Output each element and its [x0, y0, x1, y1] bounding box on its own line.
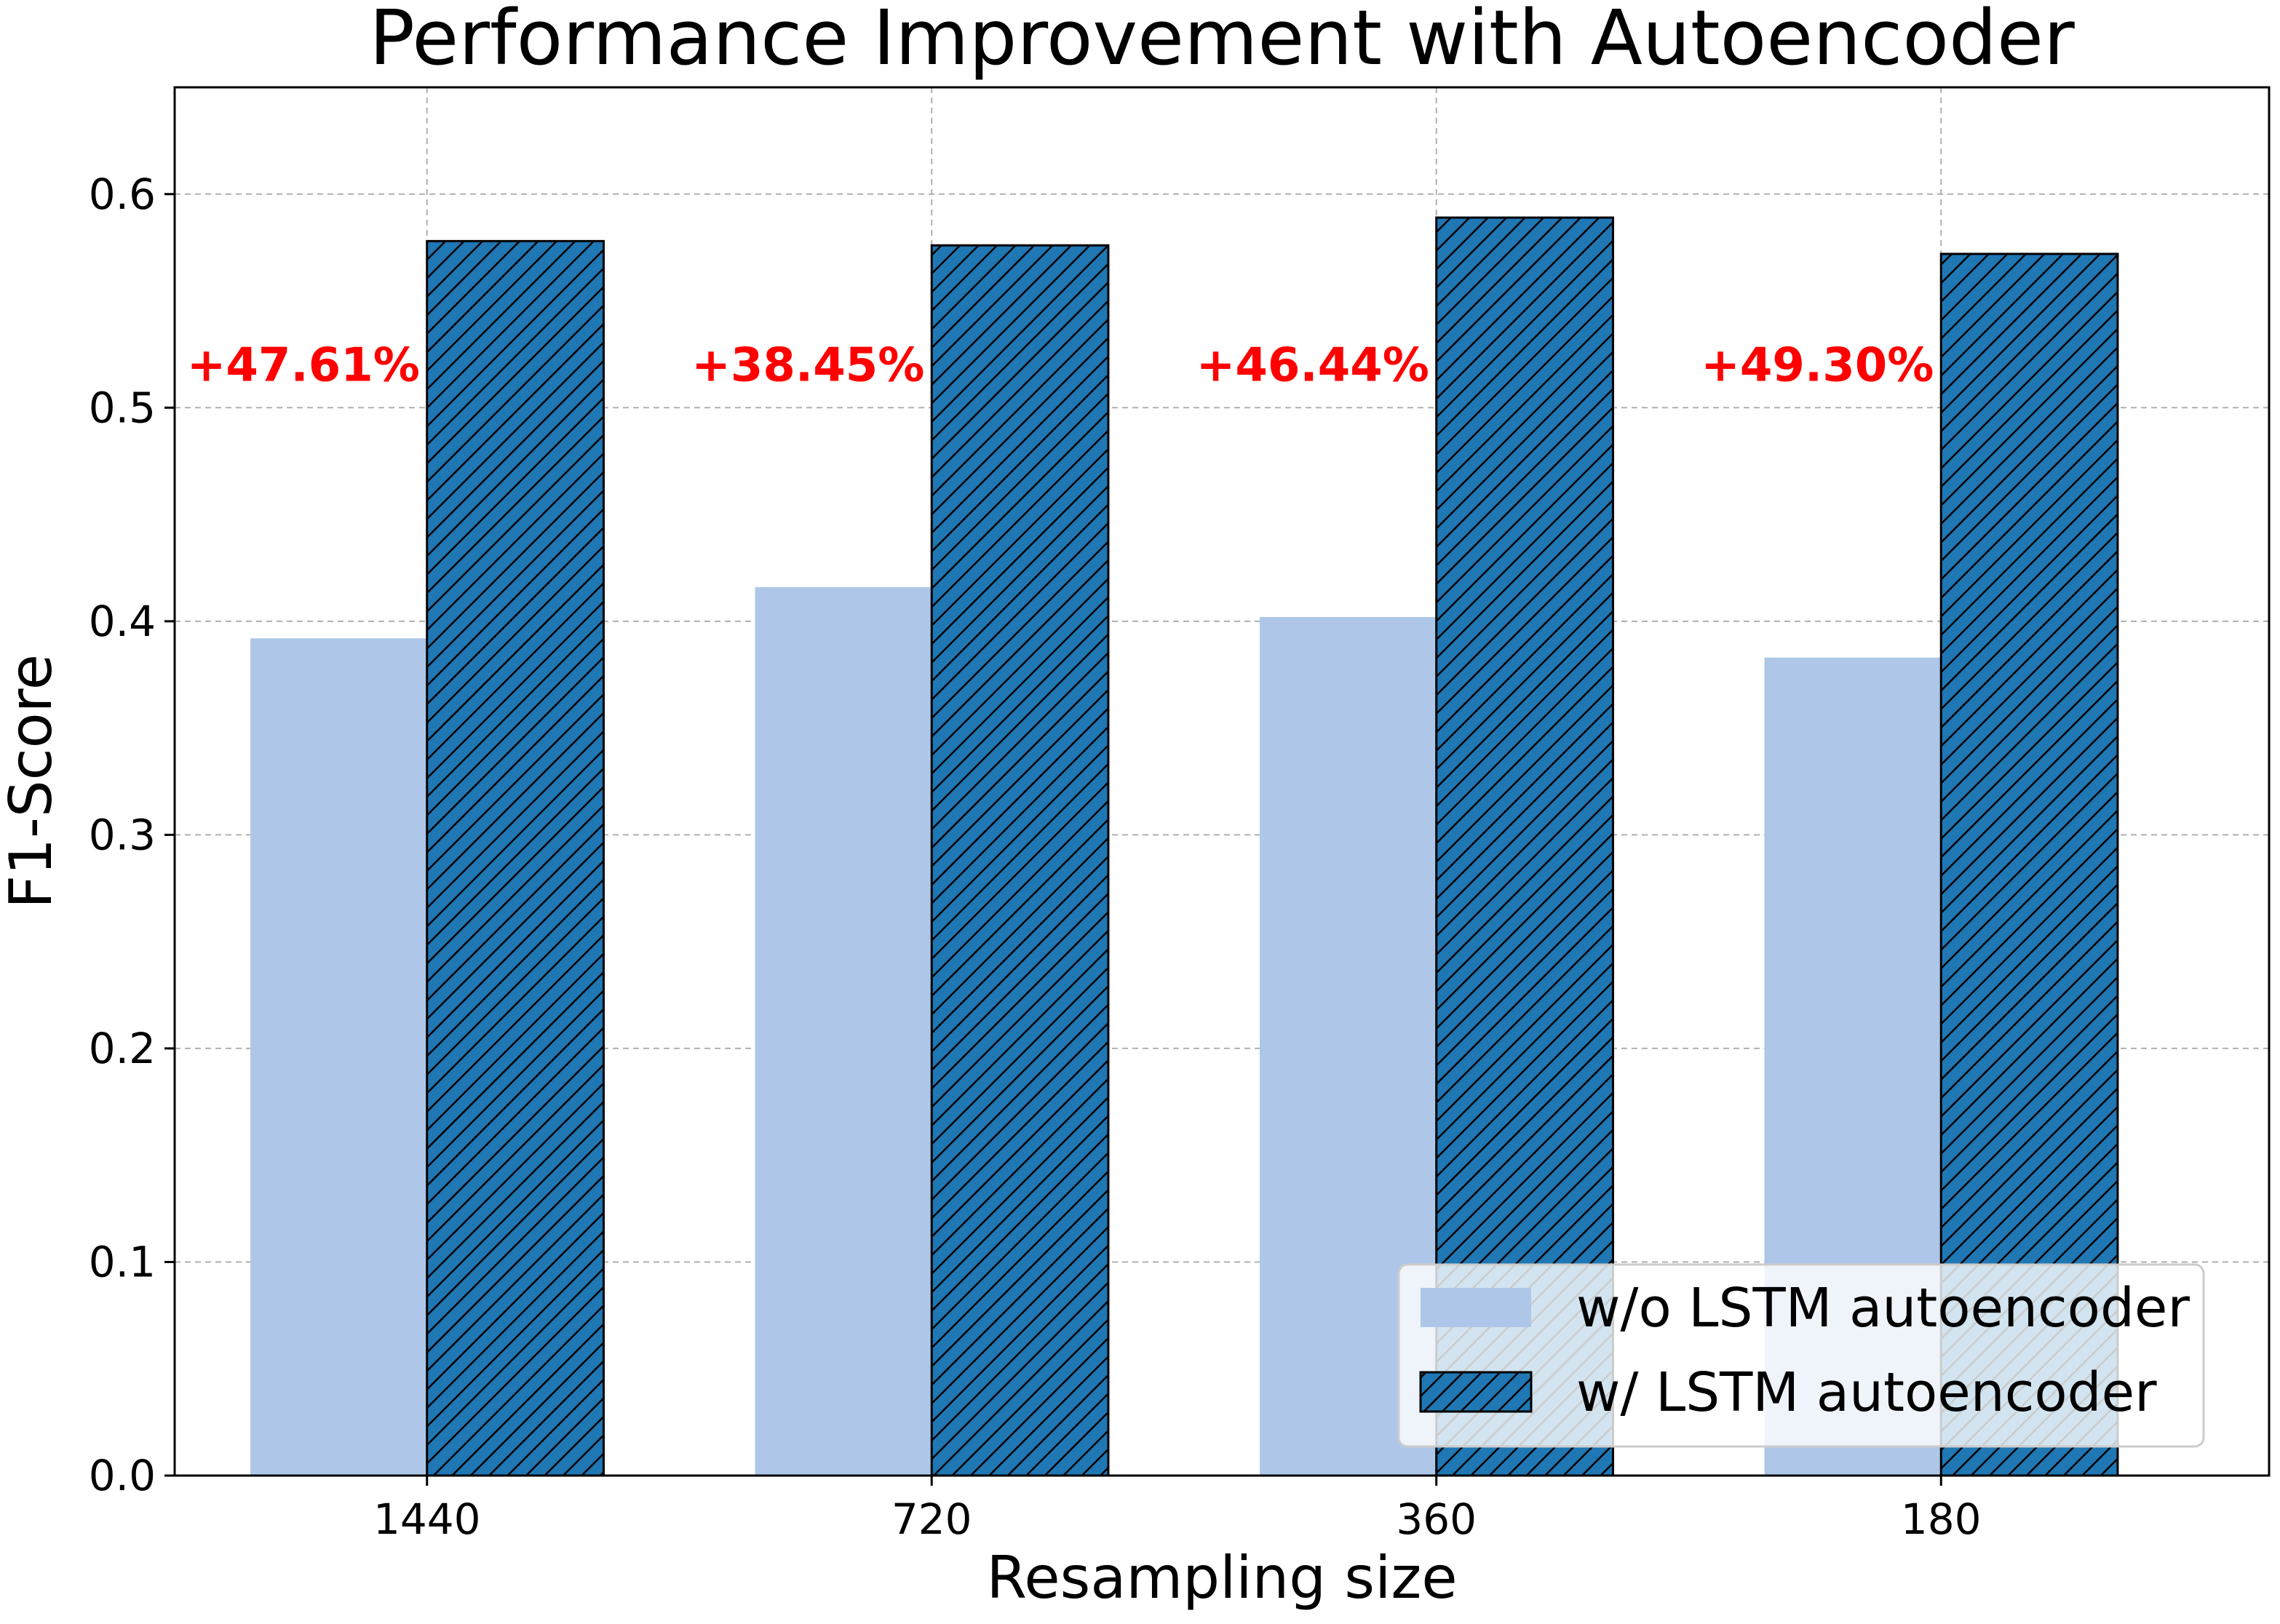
y-tick-label: 0.2: [89, 1024, 156, 1073]
legend-swatch-without-autoencoder: [1421, 1288, 1531, 1327]
legend-swatch-with-autoencoder: [1419, 1371, 1533, 1413]
y-tick-label: 0.5: [89, 383, 156, 432]
improvement-annotation-1440: +47.61%: [187, 339, 420, 393]
bar-without-autoencoder-720: [755, 586, 932, 1476]
improvement-annotations: +47.61% +38.45% +46.44% +49.30%: [187, 339, 1934, 393]
improvement-annotation-360: +46.44%: [1196, 339, 1429, 393]
bars: [250, 216, 2119, 1477]
improvement-annotation-180: +49.30%: [1701, 339, 1934, 393]
x-tick-label: 180: [1901, 1494, 1982, 1544]
x-axis-label: Resampling size: [986, 1544, 1457, 1612]
y-axis-ticks: 0.0 0.1 0.2 0.3 0.4 0.5 0.6: [89, 170, 175, 1500]
y-tick-label: 0.3: [89, 810, 156, 859]
plot-frame: [173, 86, 2271, 1477]
improvement-annotation-720: +38.45%: [691, 339, 924, 393]
legend: w/o LSTM autoencoder w/ LSTM autoencoder: [1397, 1263, 2205, 1448]
bar-with-autoencoder-720: [930, 244, 1110, 1477]
y-tick-label: 0.1: [89, 1237, 156, 1286]
x-axis-ticks: 1440 720 360 180: [373, 1476, 1982, 1544]
x-tick-label: 1440: [373, 1494, 481, 1544]
legend-label-with-autoencoder: w/ LSTM autoencoder: [1576, 1361, 2157, 1424]
y-axis-label: F1-Score: [0, 654, 65, 909]
y-tick-label: 0.4: [89, 597, 156, 646]
chart-title: Performance Improvement with Autoencoder: [369, 0, 2075, 82]
bar-with-autoencoder-1440: [426, 239, 605, 1477]
bar-without-autoencoder-1440: [250, 638, 427, 1476]
legend-box: [1397, 1263, 2205, 1448]
x-tick-label: 720: [891, 1494, 972, 1544]
y-tick-label: 0.0: [89, 1451, 156, 1500]
legend-label-without-autoencoder: w/o LSTM autoencoder: [1576, 1277, 2190, 1340]
x-tick-label: 360: [1396, 1494, 1477, 1544]
y-tick-label: 0.6: [89, 170, 156, 219]
